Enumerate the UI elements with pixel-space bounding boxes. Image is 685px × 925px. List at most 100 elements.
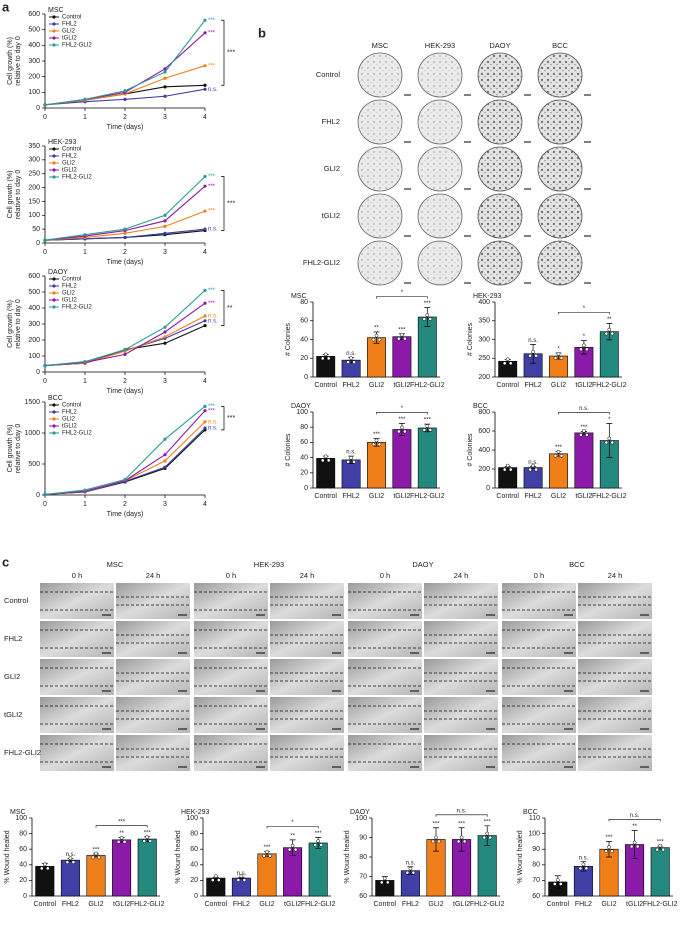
error-bar [458,827,465,852]
x-tick-label: 2 [123,378,127,385]
replicate-dot [45,866,50,871]
x-tick-label: FHL2-GLI2 [470,901,505,908]
bar [316,356,336,378]
wound-image [40,659,114,695]
bracket-label: ** [227,305,233,312]
replicate-dot [91,855,95,860]
legend-label: FHL2 [62,410,77,416]
row-label: FHL2 [322,117,340,126]
significance-label: *** [208,30,216,36]
data-point [203,87,207,91]
wound-image [424,621,498,657]
x-tick-label: FHL2 [525,382,542,389]
replicate-dot [352,460,356,464]
significance-label: *** [657,840,665,846]
y-tick-label: 80 [359,854,367,861]
replicate-dot [385,880,390,885]
data-point [163,335,167,339]
legend-label: Control [62,15,81,21]
significance-label: *** [432,821,440,827]
y-axis-label: Cell growth (%) [7,425,14,473]
legend-marker [52,424,56,428]
legend-marker [52,43,56,47]
series-line [44,315,206,367]
y-tick-label: 60 [359,893,367,900]
legend-marker [52,417,56,421]
replicate-dot [531,349,535,354]
significance-label: *** [263,845,271,851]
replicate-dot [555,878,560,882]
replicate-dot [346,460,350,464]
series-line [44,320,206,367]
wound-image [116,735,190,771]
bar [498,467,518,489]
x-tick-label: Control [205,901,228,908]
x-tick-label: FHL2 [62,901,79,908]
x-tick-label: tGLI2 [453,901,470,908]
x-tick-label: Control [34,901,57,908]
replicate-dot [607,845,611,850]
x-tick-label: tGLI2 [575,382,592,389]
replicate-dot [374,438,379,443]
data-point [123,227,127,231]
y-axis-label: Cell growth (%) [7,171,14,219]
legend-label: GLI2 [62,161,76,167]
y-tick-label: 40 [300,454,308,461]
colony-plate [537,146,583,192]
legend-marker [52,29,56,33]
y-tick-label: 60 [190,846,198,853]
significance-label: *** [208,18,216,24]
replicate-dot [213,874,218,878]
bar [523,467,543,489]
y-tick-label: 80 [532,862,540,869]
wound-image [270,583,344,619]
replicate-dot [610,331,615,336]
data-point [163,330,167,334]
y-tick-label: 500 [28,461,40,468]
significance-label: n.s. [208,419,218,425]
y-tick-label: 200 [28,74,40,81]
replicate-dot [313,843,318,847]
legend-marker [52,154,56,158]
replicate-dot [556,449,561,454]
replicate-dot [242,878,247,882]
x-axis-label: Time (days) [107,124,144,131]
significance-label: *** [92,847,100,853]
bracket-label: *** [227,50,235,57]
data-point [203,31,207,35]
x-tick-label: FHL2 [525,493,542,500]
significance-label: *** [424,301,432,307]
column-header: BCC [552,41,568,50]
y-tick-label: 300 [28,321,40,328]
x-axis-label: Time (days) [107,511,144,518]
series-line [44,427,206,495]
legend-label: Control [62,277,81,283]
legend-marker [52,147,56,151]
x-tick-label: FHL2-GLI2 [410,493,445,500]
bar [417,427,437,489]
colony-plate-texture [419,242,461,284]
data-point [163,94,167,98]
replicate-dot [265,850,269,854]
data-point [83,488,87,492]
x-tick-label: GLI2 [369,493,384,500]
significance-label: n.s. [208,227,218,233]
data-point [163,459,167,463]
y-tick-label: 300 [478,336,490,343]
x-tick-label: 3 [163,501,167,508]
wound-image [578,735,652,771]
bracket-label: n.s. [579,406,589,412]
column-header: DAOY [489,41,510,50]
significance-label: *** [373,432,381,438]
replicate-dot [287,847,292,852]
y-tick-label: 100 [528,830,540,837]
significance-label: ** [290,833,295,839]
y-tick-label: 400 [478,447,490,454]
legend-label: GLI2 [62,291,76,297]
data-point [43,238,47,242]
bar [206,877,226,897]
replicate-dot [400,332,404,337]
x-tick-label: Control [496,493,519,500]
chart-title: BCC [48,395,63,402]
wound-image [194,735,268,771]
